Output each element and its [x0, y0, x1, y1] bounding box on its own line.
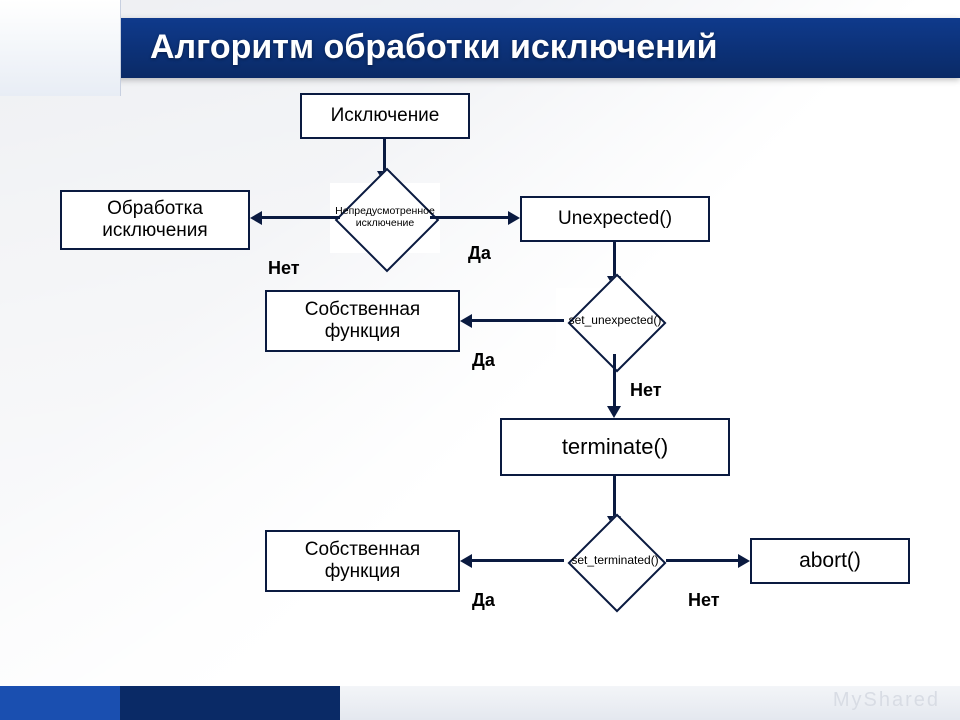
edge-d3-abort	[666, 559, 738, 562]
edge-d3-own2-label: Да	[472, 590, 495, 611]
node-own2: Собственная функция	[265, 530, 460, 592]
node-terminate-label: terminate()	[562, 434, 668, 459]
footer-seg-2	[120, 686, 340, 720]
node-unexpected: Unexpected()	[520, 196, 710, 242]
node-d2: set_unexpected()	[556, 288, 674, 354]
edge-d2-terminate-head	[607, 406, 621, 418]
node-abort: abort()	[750, 538, 910, 584]
edge-d1-unexpected-label: Да	[468, 243, 491, 264]
edge-d3-own2-head	[460, 554, 472, 568]
edge-d1-unexpected	[430, 216, 508, 219]
edge-d1-handle-head	[250, 211, 262, 225]
edge-d2-own1	[472, 319, 564, 322]
edge-d3-abort-label: Нет	[688, 590, 720, 611]
node-own2-label: Собственная функция	[273, 539, 452, 583]
node-own1-label: Собственная функция	[273, 299, 452, 343]
header-band: Алгоритм обработки исключений	[0, 18, 960, 78]
node-d1: Непредусмотренное исключение	[330, 183, 440, 253]
edge-unexpected-d2	[613, 242, 616, 278]
edge-d1-handle-label: Нет	[268, 258, 300, 279]
node-abort-label: abort()	[799, 549, 861, 573]
node-d3: set_terminated()	[558, 528, 672, 594]
edge-d1-unexpected-head	[508, 211, 520, 225]
node-d2-label: set_unexpected()	[546, 278, 684, 364]
node-start-label: Исключение	[331, 105, 440, 127]
edge-d2-own1-label: Да	[472, 350, 495, 371]
slide: Алгоритм обработки исключений Исключение…	[0, 0, 960, 720]
edge-terminate-d3	[613, 476, 616, 518]
edge-d2-own1-head	[460, 314, 472, 328]
footer-seg-1	[0, 686, 120, 720]
node-handle: Обработка исключения	[60, 190, 250, 250]
flowchart-canvas: Исключение Непредусмотренное исключение …	[0, 88, 960, 686]
footer	[0, 686, 960, 720]
node-own1: Собственная функция	[265, 290, 460, 352]
edge-d3-abort-head	[738, 554, 750, 568]
node-handle-label: Обработка исключения	[68, 198, 242, 242]
slide-title: Алгоритм обработки исключений	[150, 28, 718, 67]
node-d3-label: set_terminated()	[548, 518, 682, 604]
node-start: Исключение	[300, 93, 470, 139]
edge-d2-terminate-label: Нет	[630, 380, 662, 401]
watermark: MyShared	[833, 689, 940, 712]
node-unexpected-label: Unexpected()	[558, 208, 672, 230]
edge-d1-handle	[262, 216, 340, 219]
edge-d3-own2	[472, 559, 564, 562]
node-terminate: terminate()	[500, 418, 730, 476]
edge-d2-terminate	[613, 354, 616, 406]
